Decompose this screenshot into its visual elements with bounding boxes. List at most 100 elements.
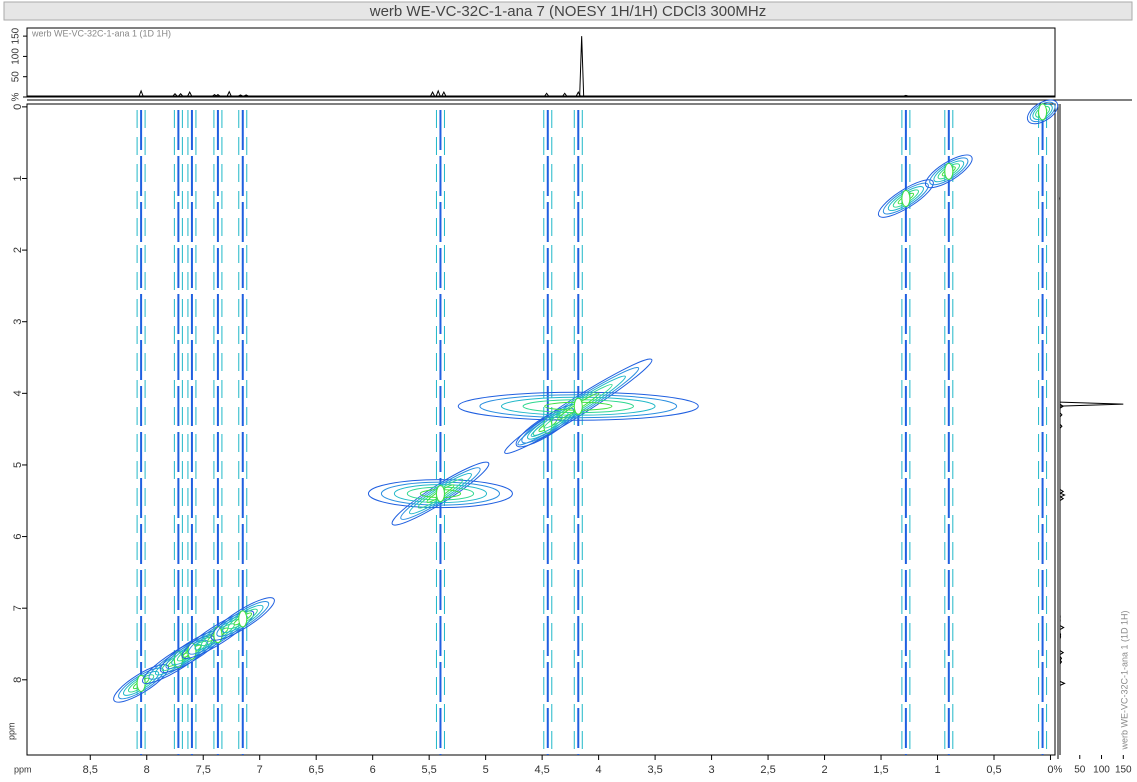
top-peak (172, 93, 178, 97)
flare-contour (500, 396, 656, 416)
right-peak (1059, 423, 1063, 429)
top-panel (26, 27, 1056, 98)
top-peak (226, 90, 232, 97)
y-tick-label: 0 (12, 104, 24, 110)
peak-core (901, 190, 911, 208)
right-peak (1059, 492, 1066, 498)
top-tick-label: 100 (11, 48, 22, 65)
top-peak (903, 94, 909, 97)
spectrum-label: werb WE-VC-32C-1-ana 1 (1D 1H) (1119, 610, 1129, 750)
top-peak (238, 94, 243, 97)
peak (457, 358, 699, 454)
top-tick-label: 50 (11, 71, 22, 83)
diag-contour (148, 639, 209, 680)
top-peak (544, 92, 550, 97)
x-tick-label: 5,5 (422, 764, 437, 776)
diag-contour (210, 597, 275, 641)
title-bar (3, 1, 1133, 21)
y-tick-label: 7 (12, 605, 24, 611)
x-tick-label: 4 (596, 764, 602, 776)
x-tick-label: 6,5 (309, 764, 324, 776)
plot-area (26, 103, 1056, 756)
right-peak (1059, 489, 1065, 494)
x-tick-label: 1 (934, 764, 940, 776)
right-peak (1059, 625, 1065, 630)
right-peak (1059, 496, 1065, 502)
x-tick-label: 2,5 (760, 764, 775, 776)
right-peak (1059, 632, 1062, 637)
peak (877, 179, 934, 218)
diag-contour (929, 157, 969, 186)
x-tick-label: 6 (370, 764, 376, 776)
top-peak (215, 93, 221, 97)
y-tick-label: 5 (12, 462, 24, 468)
diag-contour (877, 179, 934, 218)
top-peak (178, 93, 184, 97)
y-tick-label: 4 (12, 390, 24, 396)
diag-contour (504, 358, 653, 454)
top-peak (138, 89, 144, 97)
top-peak (579, 36, 585, 97)
x-tick-label: 8 (144, 764, 150, 776)
right-peak (1059, 680, 1066, 686)
diag-contour (181, 610, 255, 659)
top-peak (430, 91, 435, 97)
peak-core (238, 610, 248, 628)
diag-contour (925, 154, 973, 189)
top-peak (187, 91, 193, 97)
diag-contour (216, 601, 270, 637)
y-axis-label: ppm (6, 722, 16, 740)
flare-contour (479, 394, 678, 419)
flare-contour (367, 479, 513, 509)
flare-contour (457, 391, 699, 421)
x-tick-label: 2 (821, 764, 827, 776)
x-tick-label: 5 (483, 764, 489, 776)
flare-contour (393, 484, 488, 504)
peak (1026, 99, 1059, 125)
right-tick-label: % (1054, 765, 1063, 776)
x-tick-label: 3 (709, 764, 715, 776)
peak (925, 154, 973, 189)
flare-contour (380, 481, 500, 506)
y-tick-label: 3 (12, 319, 24, 325)
spectrum-label: werb WE-VC-32C-1-ana 1 (1D 1H) (31, 28, 171, 38)
x-tick-label: 0,5 (986, 764, 1001, 776)
chart-title: werb WE-VC-32C-1-ana 7 (NOESY 1H/1H) CDC… (369, 3, 767, 20)
diag-contour (391, 461, 490, 526)
peak-core (435, 485, 445, 503)
right-peak (1059, 656, 1063, 661)
peak-core (944, 162, 954, 180)
peak-core (1038, 103, 1048, 121)
top-peak (243, 94, 249, 97)
diag-contour (118, 667, 165, 700)
x-tick-label: 3,5 (647, 764, 662, 776)
right-peak (1059, 412, 1063, 418)
diag-contour (1029, 101, 1056, 123)
peak (367, 461, 513, 526)
x-tick-label: 0 (1047, 764, 1053, 776)
right-peak (1059, 650, 1065, 656)
top-peak (435, 89, 441, 97)
x-tick-label: 7,5 (196, 764, 211, 776)
right-tick-label: 50 (1074, 765, 1086, 776)
diag-contour (1026, 99, 1059, 125)
top-tick-label: 150 (11, 27, 22, 44)
y-tick-label: 6 (12, 534, 24, 540)
peak-core (573, 397, 583, 415)
x-tick-label: 7 (257, 764, 263, 776)
y-tick-label: 2 (12, 247, 24, 253)
x-tick-label: 4,5 (534, 764, 549, 776)
x-tick-label: 1,5 (873, 764, 888, 776)
peak (210, 597, 275, 641)
top-tick-label: % (11, 92, 22, 101)
top-peak (562, 92, 568, 97)
x-tick-label: 8,5 (83, 764, 98, 776)
right-tick-label: 100 (1093, 765, 1110, 776)
y-tick-label: 1 (12, 175, 24, 181)
y-tick-label: 8 (12, 677, 24, 683)
contours (113, 99, 1059, 755)
right-peak (1059, 401, 1124, 407)
right-tick-label: 150 (1115, 765, 1132, 776)
x-axis-label: ppm (14, 764, 32, 774)
